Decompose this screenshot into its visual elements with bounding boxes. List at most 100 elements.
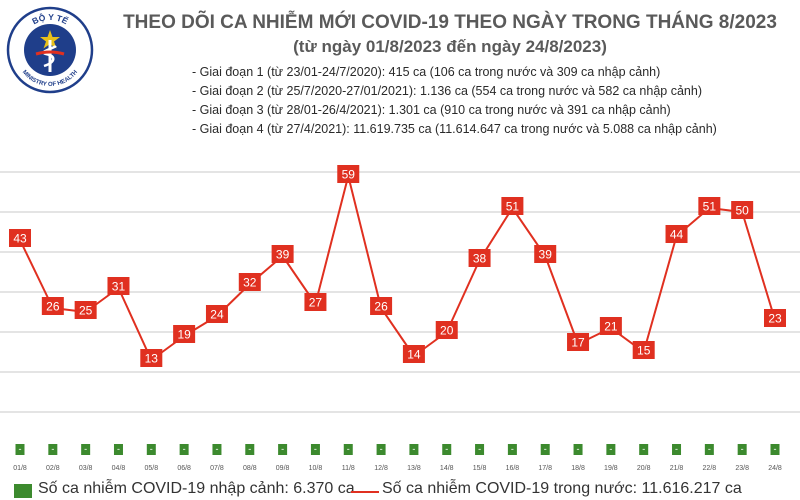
x-tick-label: 24/8 <box>768 465 782 472</box>
bar-imported-label: - <box>445 444 448 454</box>
x-tick-label: 01/8 <box>13 465 27 472</box>
data-label: 20 <box>440 324 454 338</box>
line-chart: 43 26 25 31 13 19 24 32 39 27 59 26 14 20 38 51 39 17 21 15… <box>0 165 800 472</box>
legend-domestic-swatch <box>351 491 379 493</box>
legend-imported-label: Số ca nhiễm COVID-19 nhập cảnh: 6.370 ca <box>38 480 355 497</box>
bar-imported <box>573 444 583 455</box>
bar-imported <box>672 444 682 455</box>
x-tick-label: 15/8 <box>473 465 487 472</box>
series-line-domestic <box>19 175 776 361</box>
data-label: 44 <box>670 228 684 242</box>
bar-imported-label: - <box>708 444 711 454</box>
bar-imported <box>409 444 419 455</box>
x-tick-label: 21/8 <box>670 465 684 472</box>
data-label-box <box>764 309 786 327</box>
data-label: 43 <box>13 232 27 246</box>
x-tick-label: 13/8 <box>407 465 421 472</box>
data-label: 50 <box>735 204 749 218</box>
bar-imported <box>475 444 485 455</box>
data-label: 24 <box>210 308 224 322</box>
bar-imported-label: - <box>675 444 678 454</box>
bar-imported <box>179 444 189 455</box>
data-label-box <box>271 245 294 263</box>
bar-imported <box>442 444 452 455</box>
x-tick-label: 02/8 <box>46 465 60 472</box>
x-tick-label: 03/8 <box>79 465 93 472</box>
x-tick-label: 14/8 <box>440 465 454 472</box>
data-label: 25 <box>79 304 93 318</box>
bar-imported-label: - <box>347 444 350 454</box>
bar-imported-label: - <box>478 444 481 454</box>
legend: Số ca nhiễm COVID-19 nhập cảnh: 6.370 ca… <box>0 474 800 500</box>
bar-imported <box>737 444 747 455</box>
data-label-box <box>337 165 360 183</box>
bar-imported <box>245 444 255 455</box>
data-label-box <box>370 297 393 315</box>
bar-imported-label: - <box>642 444 645 454</box>
x-tick-label: 09/8 <box>276 465 290 472</box>
svg-text:BỘ Y TẾ: BỘ Y TẾ <box>30 11 70 26</box>
x-tick-label: 16/8 <box>506 465 520 472</box>
bar-imported <box>310 444 320 455</box>
legend-domestic-label: Số ca nhiễm COVID-19 trong nước: 11.616.… <box>382 480 742 497</box>
data-label-box <box>304 293 327 311</box>
bar-imported <box>507 444 517 455</box>
data-label-box <box>205 305 228 323</box>
data-label-box <box>140 349 163 367</box>
data-label: 26 <box>374 300 388 314</box>
x-tick-label: 12/8 <box>374 465 388 472</box>
data-label: 14 <box>407 348 421 362</box>
bar-imported-label: - <box>248 444 251 454</box>
data-label: 39 <box>539 248 553 262</box>
data-label-box <box>402 345 425 363</box>
bar-imported-label: - <box>117 444 120 454</box>
data-label: 51 <box>506 200 520 214</box>
x-tick-label: 11/8 <box>342 465 355 472</box>
stage-4: - Giai đoạn 4 (từ 27/4/2021): 11.619.735… <box>192 122 717 136</box>
x-tick-label: 10/8 <box>309 465 323 472</box>
data-label-box <box>238 273 261 291</box>
stage-3: - Giai đoạn 3 (từ 28/01-26/4/2021): 1.30… <box>192 103 671 117</box>
bar-imported-label: - <box>774 444 777 454</box>
bar-imported-label: - <box>19 444 22 454</box>
bar-imported-label: - <box>84 444 87 454</box>
data-label-box <box>468 249 491 267</box>
data-label-box <box>698 197 721 215</box>
data-label-box <box>731 201 754 219</box>
data-label-box <box>534 245 557 263</box>
bar-imported-label: - <box>150 444 153 454</box>
data-label-box <box>665 225 688 243</box>
data-label: 39 <box>276 248 290 262</box>
data-label: 19 <box>177 328 191 342</box>
bar-imported <box>639 444 649 455</box>
bar-imported <box>81 444 91 455</box>
stage-summary: - Giai đoạn 1 (từ 23/01-24/7/2020): 415 … <box>192 63 717 139</box>
x-tick-label: 05/8 <box>144 465 158 472</box>
data-label: 15 <box>637 344 651 358</box>
data-label: 23 <box>768 312 782 326</box>
x-tick-label: 20/8 <box>637 465 651 472</box>
data-label: 31 <box>112 280 126 294</box>
bar-imported <box>113 444 123 455</box>
bar-imported-label: - <box>183 444 186 454</box>
data-label-box <box>567 333 590 351</box>
ministry-logo: BỘ Y TẾ MINISTRY OF HEALTH <box>6 6 94 94</box>
bar-imported-label: - <box>544 444 547 454</box>
logo-top-text: BỘ Y TẾ <box>30 11 70 26</box>
data-label-box <box>9 229 31 247</box>
x-tick-label: 19/8 <box>604 465 618 472</box>
bar-imported <box>48 444 58 455</box>
x-tick-label: 04/8 <box>112 465 126 472</box>
data-label: 32 <box>243 276 257 290</box>
data-label-box <box>107 277 130 295</box>
data-label: 51 <box>703 200 717 214</box>
bar-imported-label: - <box>380 444 383 454</box>
bar-imported-label: - <box>412 444 415 454</box>
data-label-box <box>435 321 458 339</box>
bar-imported-label: - <box>215 444 218 454</box>
bar-imported-label: - <box>577 444 580 454</box>
bar-imported <box>15 444 25 455</box>
bar-imported <box>278 444 288 455</box>
x-tick-label: 06/8 <box>177 465 191 472</box>
x-tick-label: 18/8 <box>571 465 585 472</box>
